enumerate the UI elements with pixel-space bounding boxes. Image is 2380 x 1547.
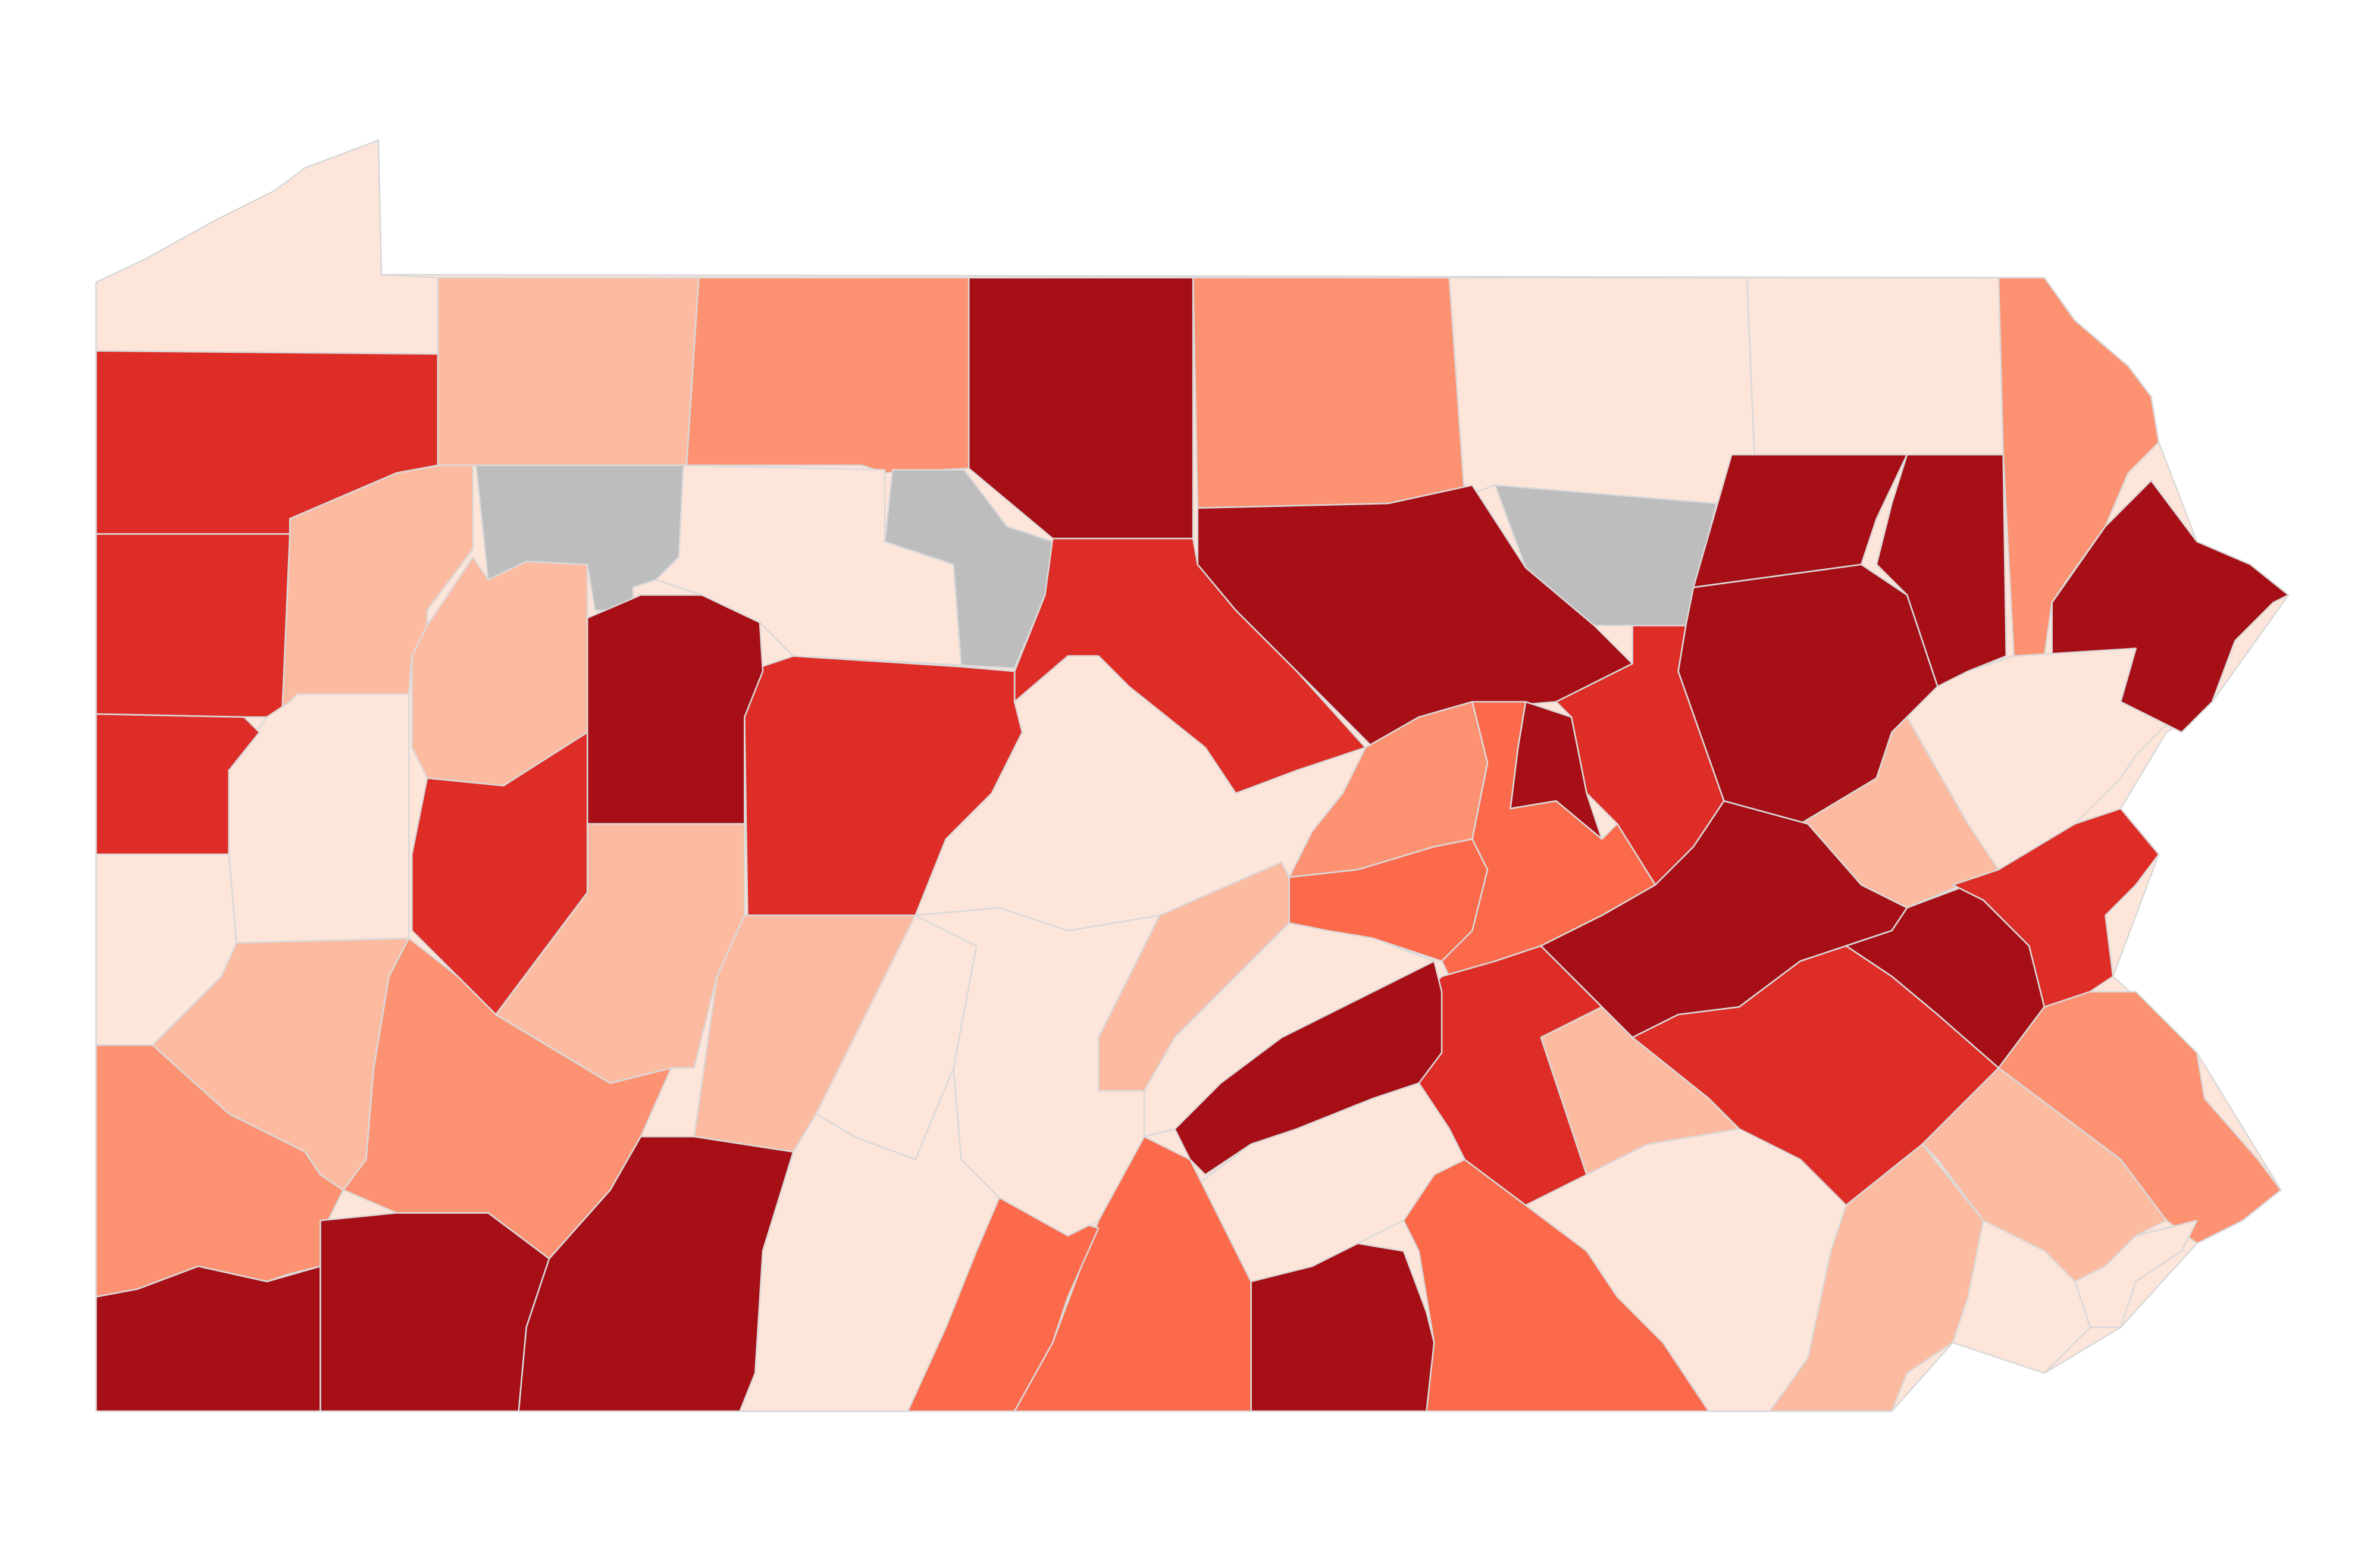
county <box>1540 1006 1740 1176</box>
county <box>1448 277 1756 505</box>
county <box>815 915 978 1161</box>
county <box>437 277 700 466</box>
county <box>495 823 746 1084</box>
county <box>1799 716 2000 909</box>
county <box>586 594 764 825</box>
county <box>95 533 291 718</box>
county <box>95 139 439 355</box>
county <box>320 1212 550 1413</box>
county <box>1746 277 2004 456</box>
county <box>1952 807 2160 1008</box>
county <box>685 277 970 474</box>
county <box>1250 1242 1435 1413</box>
county <box>1192 277 1465 509</box>
county <box>1692 453 1908 588</box>
county <box>744 655 1023 916</box>
county <box>2051 480 2290 734</box>
county <box>1402 1158 1710 1413</box>
county <box>95 1265 321 1413</box>
